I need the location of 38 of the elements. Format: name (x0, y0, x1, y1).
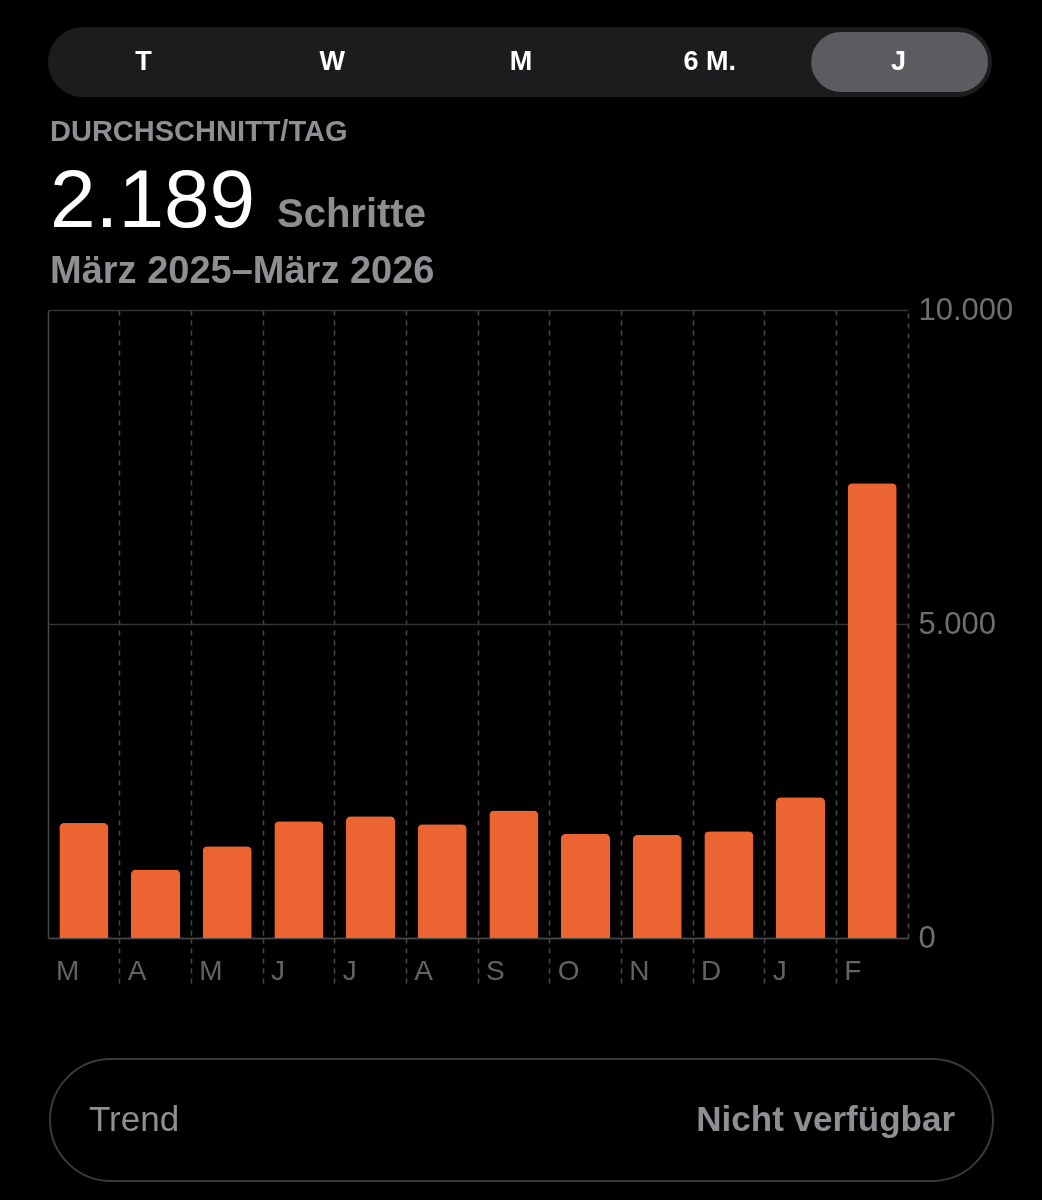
x-tick-label: J (772, 954, 787, 986)
bar (560, 833, 611, 938)
text: 6 M. (683, 46, 737, 76)
text: T (135, 46, 153, 76)
chart-title: DURCHSCHNITT/TAG (50, 115, 348, 147)
x-tick-label: O (557, 954, 580, 986)
bar (274, 821, 324, 938)
x-tick-label: D (701, 954, 722, 986)
x-tick-label: M (199, 954, 223, 986)
text: J (891, 46, 907, 76)
x-tick-label: A (127, 954, 147, 986)
bar (345, 816, 396, 938)
y-tick-label: 5.000 (918, 605, 997, 641)
bar (847, 483, 897, 938)
bar (775, 797, 826, 938)
text: M (509, 46, 533, 76)
bar (704, 831, 754, 938)
chart-subtitle: März 2025–März 2026 (50, 249, 435, 291)
y-tick-label: 0 (918, 919, 936, 955)
x-tick-label: N (629, 954, 650, 986)
x-tick-label: J (271, 954, 285, 986)
text: 2.189 (50, 153, 256, 244)
bar (489, 810, 539, 938)
bar (202, 846, 252, 938)
text: Schritte (277, 191, 426, 235)
x-tick-label: M (56, 954, 80, 986)
text: Nicht verfügbar (696, 1099, 956, 1138)
bar (130, 869, 181, 938)
x-tick-label: F (844, 954, 862, 986)
y-tick-label: 10.000 (918, 291, 1014, 327)
bar (59, 823, 109, 938)
text: Trend (89, 1099, 180, 1138)
bar (417, 824, 467, 938)
x-tick-label: S (486, 954, 505, 986)
x-tick-label: J (342, 954, 357, 986)
x-tick-label: A (414, 954, 434, 986)
bar (632, 835, 682, 938)
text: W (319, 46, 346, 76)
